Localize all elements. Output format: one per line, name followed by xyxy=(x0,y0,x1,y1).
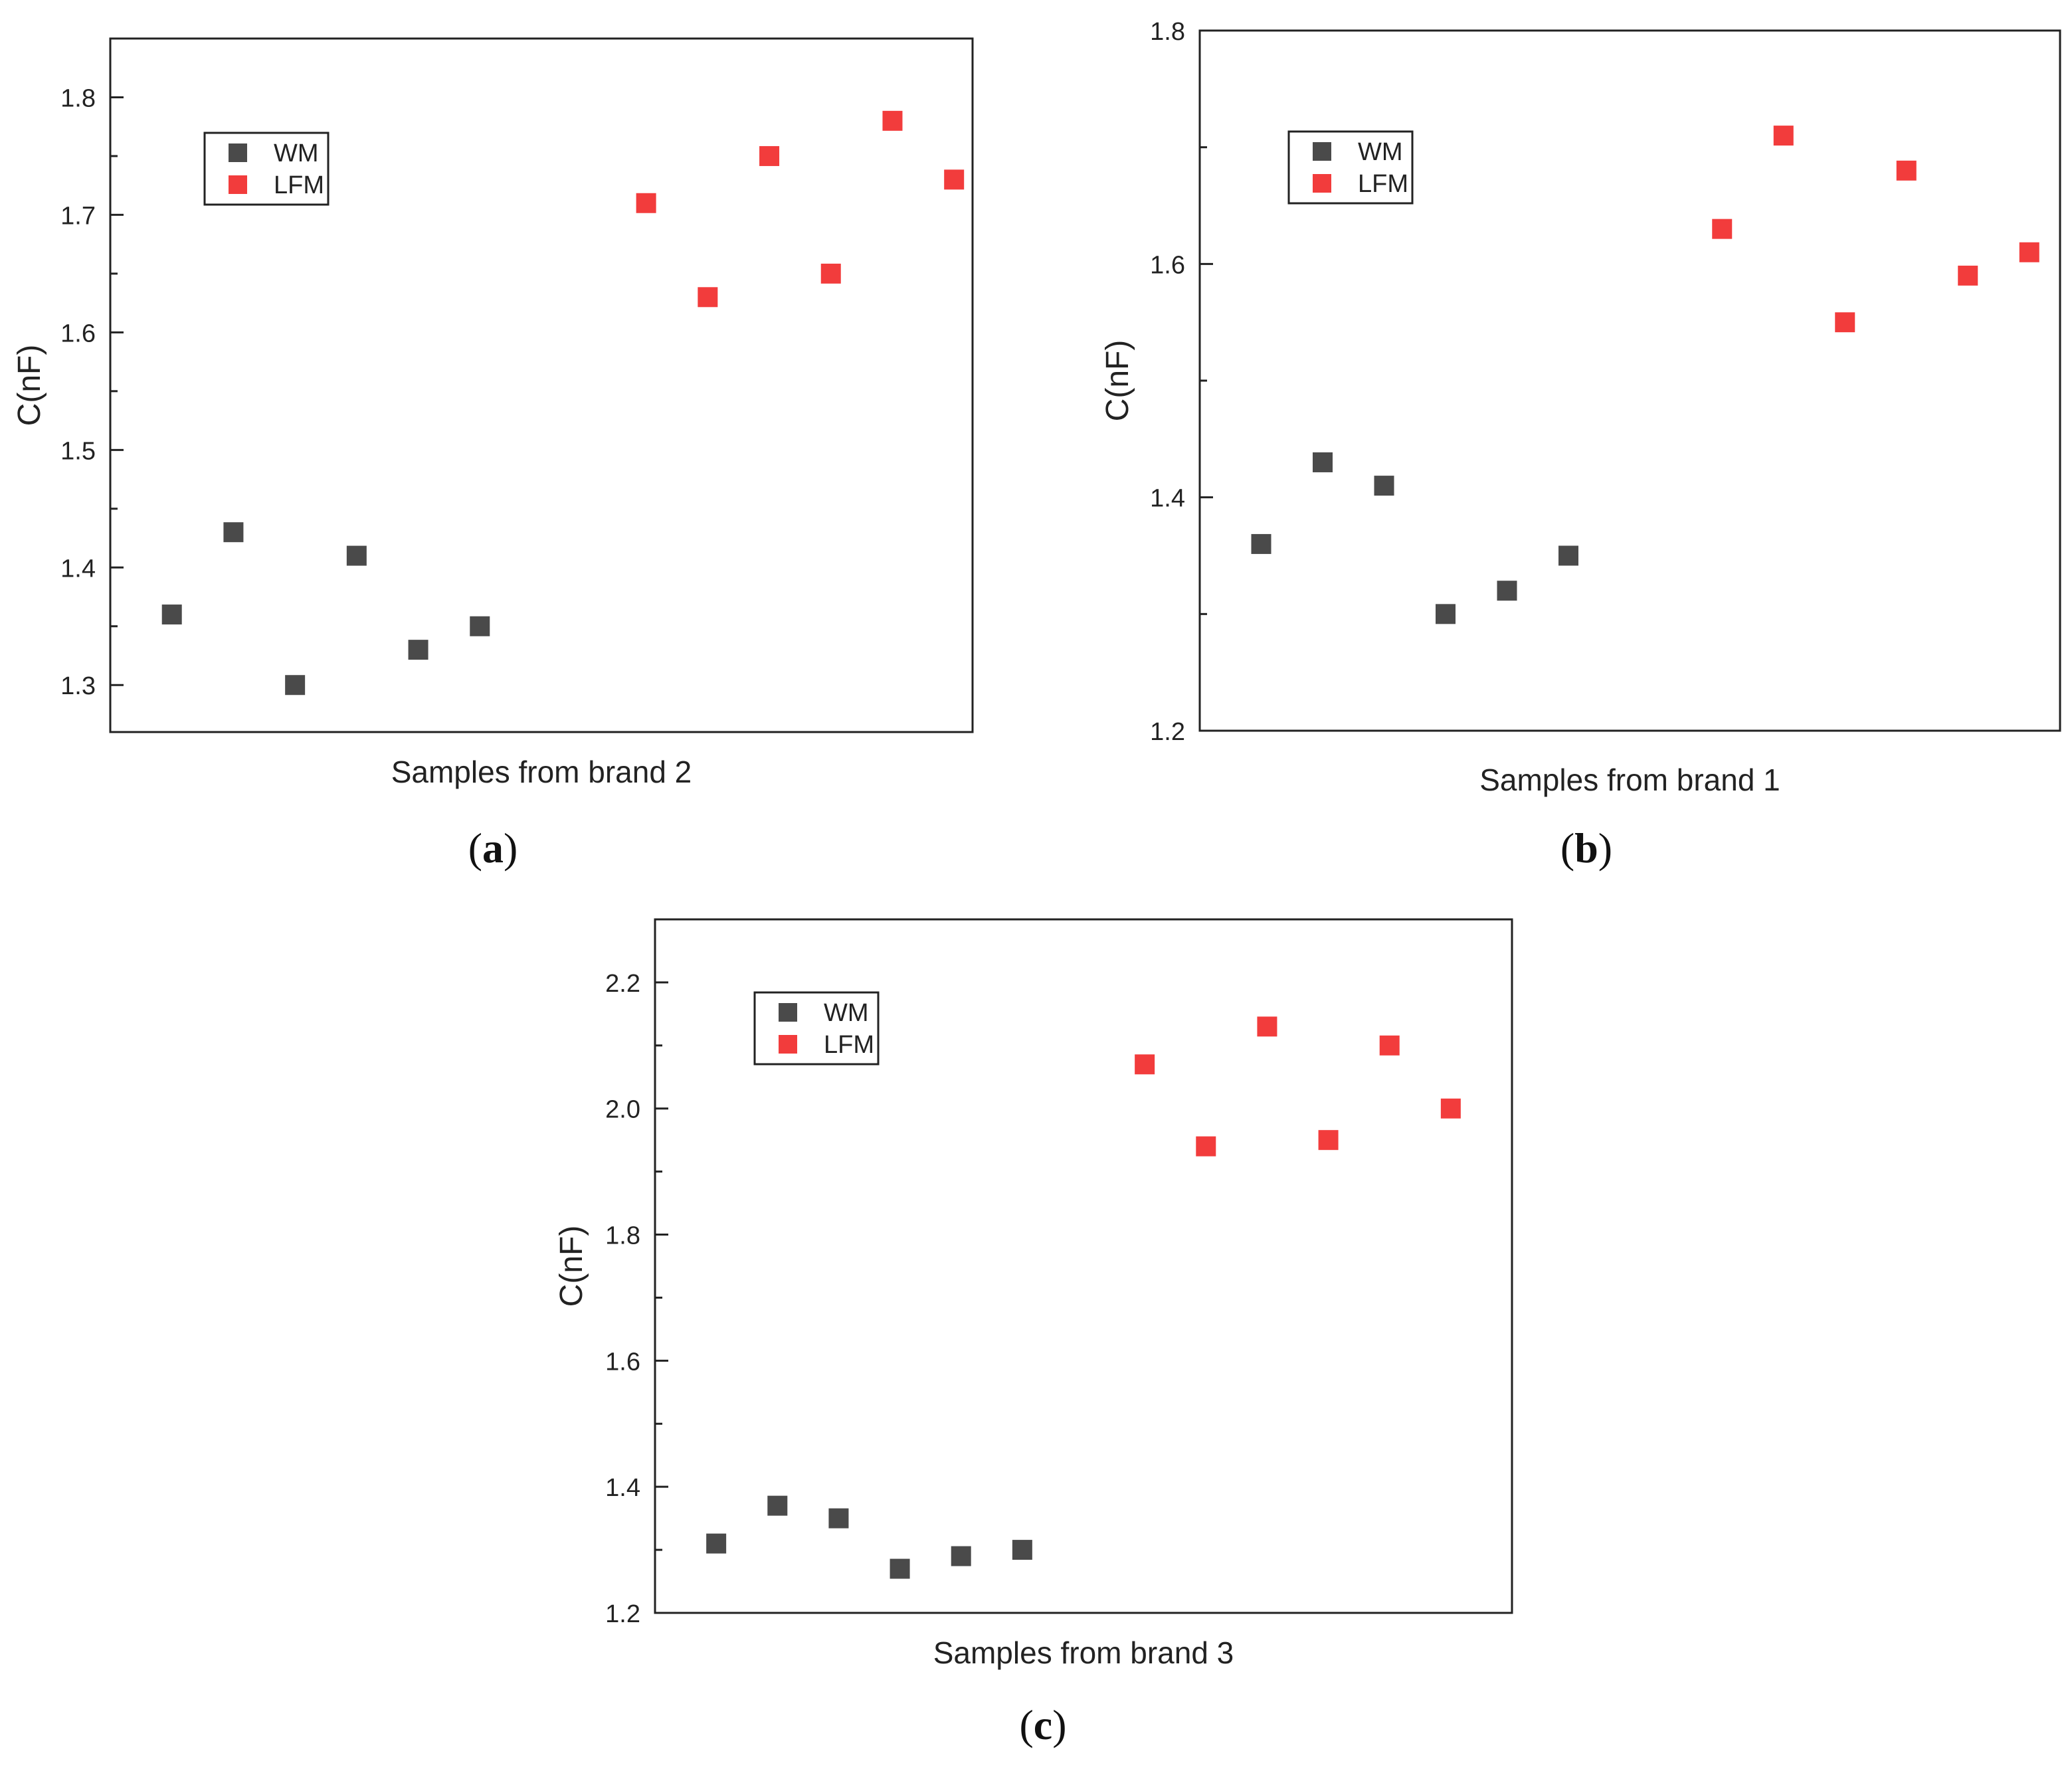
data-point-wm xyxy=(1558,545,1578,566)
y-tick-label: 1.8 xyxy=(1150,18,1185,46)
data-point-wm xyxy=(1436,604,1456,624)
data-point-lfm xyxy=(2019,242,2039,262)
data-point-wm xyxy=(706,1533,727,1554)
y-tick-label: 1.4 xyxy=(1150,485,1185,513)
data-point-lfm xyxy=(944,169,965,190)
y-tick-label: 1.8 xyxy=(60,84,96,112)
legend-label-lfm: LFM xyxy=(274,171,324,199)
data-point-wm xyxy=(1313,452,1333,472)
panel-caption: (a) xyxy=(468,824,518,872)
chart-panel-c: 1.2 1.4 1.6 1.8 2.0 2.2 Samples from brand 3 C(… xyxy=(554,918,1513,1748)
y-axis-label: C(nF) xyxy=(1100,340,1135,422)
y-tick-label: 2.0 xyxy=(605,1096,640,1124)
panel-caption-letter: c xyxy=(1034,1701,1052,1748)
legend-box xyxy=(753,991,880,1066)
plot-frame xyxy=(109,37,974,733)
y-tick-label: 1.2 xyxy=(1150,718,1185,746)
panel-caption-open: ( xyxy=(1560,824,1574,872)
data-point-wm xyxy=(285,675,306,696)
legend-label-lfm: LFM xyxy=(824,1031,874,1059)
data-point-wm xyxy=(346,545,367,566)
y-tick-label: 1.5 xyxy=(60,437,96,465)
data-point-wm xyxy=(1012,1540,1032,1560)
data-point-lfm xyxy=(759,145,780,166)
panel-caption-close: ) xyxy=(1598,824,1612,872)
legend-marker-lfm xyxy=(1313,174,1331,193)
y-tick-label: 1.4 xyxy=(605,1474,640,1502)
y-tick-label: 1.2 xyxy=(605,1600,640,1628)
y-axis-label: C(nF) xyxy=(554,1226,589,1307)
data-point-wm xyxy=(828,1508,849,1529)
chart-panel-a: 1.3 1.4 1.5 1.6 1.7 1.8 Samples from brand 2 C(… xyxy=(12,37,974,872)
data-point-lfm xyxy=(882,110,903,131)
y-tick-label: 1.3 xyxy=(60,672,96,700)
plot-frame xyxy=(654,918,1513,1614)
legend-label-wm: WM xyxy=(1358,138,1403,166)
legend-label-lfm: LFM xyxy=(1358,170,1408,198)
data-point-wm xyxy=(890,1558,910,1579)
x-axis-label: Samples from brand 3 xyxy=(933,1635,1234,1670)
data-point-lfm xyxy=(1440,1098,1461,1119)
data-point-lfm xyxy=(1135,1054,1155,1075)
chart-panel-b: 1.2 1.4 1.6 1.8 Samples from brand 1 C(nF) WM L… xyxy=(1100,18,2061,872)
panel-caption-close: ) xyxy=(504,824,518,872)
legend-label-wm: WM xyxy=(274,140,319,167)
panel-caption-letter: b xyxy=(1574,824,1598,872)
data-point-wm xyxy=(223,522,244,543)
data-point-lfm xyxy=(1318,1130,1339,1151)
y-tick-label: 1.6 xyxy=(605,1348,640,1376)
y-tick-label: 1.8 xyxy=(605,1222,640,1250)
legend-marker-lfm xyxy=(779,1035,797,1054)
legend-marker-wm xyxy=(1313,142,1331,161)
legend-marker-wm xyxy=(229,143,247,162)
data-point-wm xyxy=(951,1546,971,1566)
data-point-lfm xyxy=(1896,160,1917,181)
panel-caption-close: ) xyxy=(1052,1701,1066,1748)
legend-box xyxy=(203,132,330,206)
data-point-wm xyxy=(470,616,490,636)
data-point-lfm xyxy=(698,287,718,308)
data-point-wm xyxy=(767,1495,788,1516)
legend-marker-lfm xyxy=(229,175,247,194)
data-point-lfm xyxy=(1773,126,1794,146)
data-point-lfm xyxy=(1379,1035,1400,1056)
data-point-lfm xyxy=(1196,1136,1216,1157)
data-point-lfm xyxy=(820,263,841,284)
panel-caption: (c) xyxy=(1019,1701,1066,1748)
x-axis-label: Samples from brand 2 xyxy=(391,755,692,789)
panel-caption-open: ( xyxy=(1019,1701,1033,1748)
panel-caption: (b) xyxy=(1560,824,1612,872)
y-tick-label: 2.2 xyxy=(605,970,640,998)
y-tick-label: 1.6 xyxy=(60,320,96,347)
panel-caption-letter: a xyxy=(482,824,504,872)
data-point-lfm xyxy=(1958,265,1978,286)
legend-marker-wm xyxy=(779,1003,797,1022)
panel-caption-open: ( xyxy=(468,824,482,872)
y-tick-label: 1.6 xyxy=(1150,251,1185,279)
x-axis-label: Samples from brand 1 xyxy=(1479,763,1780,797)
legend-box xyxy=(1287,130,1414,205)
data-point-wm xyxy=(408,640,428,660)
data-point-lfm xyxy=(1835,312,1855,333)
data-point-lfm xyxy=(1712,219,1733,239)
data-point-wm xyxy=(161,604,182,625)
y-tick-label: 1.7 xyxy=(60,202,96,230)
data-point-lfm xyxy=(1257,1016,1277,1037)
data-point-wm xyxy=(1251,533,1271,554)
legend-label-wm: WM xyxy=(824,999,869,1027)
data-point-wm xyxy=(1497,581,1517,601)
y-axis-label: C(nF) xyxy=(12,345,47,426)
data-point-lfm xyxy=(636,193,656,213)
data-point-wm xyxy=(1374,476,1394,496)
y-tick-label: 1.4 xyxy=(60,555,96,583)
